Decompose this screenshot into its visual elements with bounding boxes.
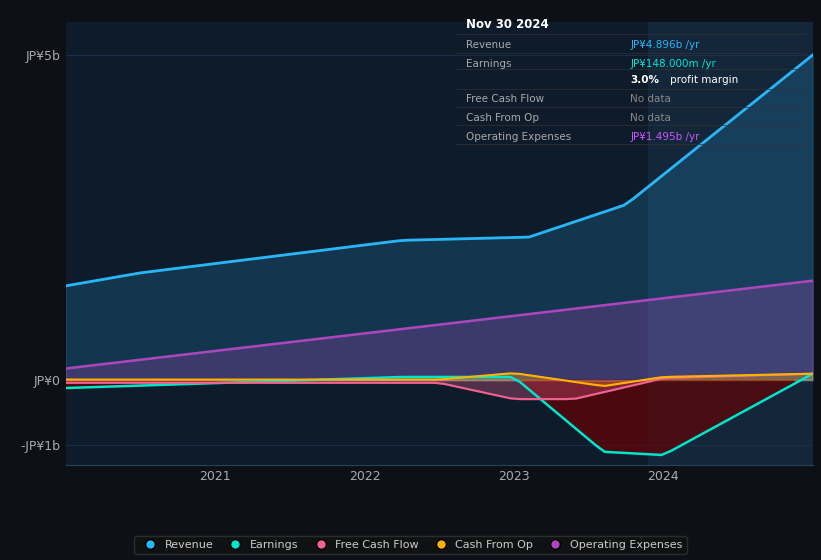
- Bar: [649, 22, 813, 465]
- Text: Cash From Op: Cash From Op: [466, 113, 539, 123]
- Text: Operating Expenses: Operating Expenses: [466, 132, 571, 142]
- Text: JP¥4.896b /yr: JP¥4.896b /yr: [631, 40, 699, 50]
- Text: 3.0%: 3.0%: [631, 75, 659, 85]
- Text: JP¥148.000m /yr: JP¥148.000m /yr: [631, 59, 716, 69]
- Text: No data: No data: [631, 94, 671, 104]
- Text: Free Cash Flow: Free Cash Flow: [466, 94, 544, 104]
- Legend: Revenue, Earnings, Free Cash Flow, Cash From Op, Operating Expenses: Revenue, Earnings, Free Cash Flow, Cash …: [135, 535, 686, 554]
- Text: JP¥1.495b /yr: JP¥1.495b /yr: [631, 132, 699, 142]
- Text: No data: No data: [631, 113, 671, 123]
- Text: profit margin: profit margin: [670, 75, 739, 85]
- Text: Earnings: Earnings: [466, 59, 511, 69]
- Text: Nov 30 2024: Nov 30 2024: [466, 17, 549, 31]
- Text: Revenue: Revenue: [466, 40, 511, 50]
